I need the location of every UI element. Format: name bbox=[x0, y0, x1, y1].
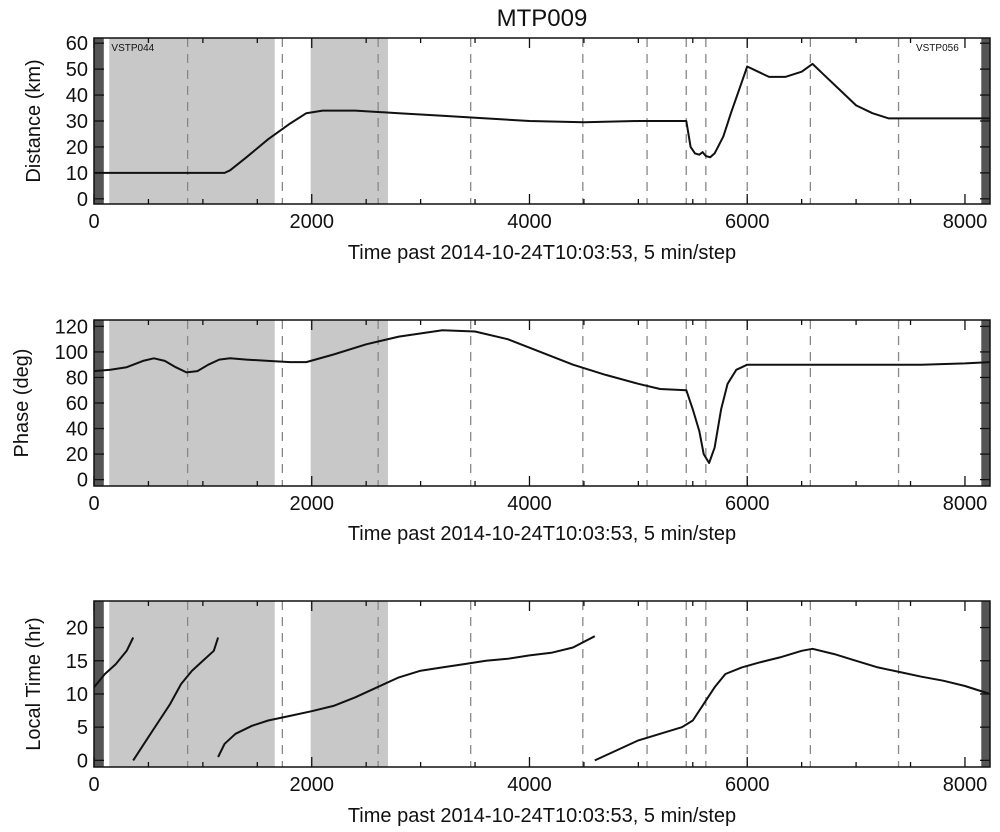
y-tick-label: 10 bbox=[66, 684, 88, 706]
phase-line-0 bbox=[93, 329, 991, 464]
x-tick-label: 8000 bbox=[943, 493, 988, 515]
left-edge-bar bbox=[94, 601, 104, 767]
local-time-y-axis-title: Local Time (hr) bbox=[23, 617, 45, 750]
annotation-0: VSTP044 bbox=[111, 43, 154, 54]
local-time-frame bbox=[93, 600, 991, 768]
x-tick-label: 0 bbox=[88, 211, 99, 233]
y-tick-label: 0 bbox=[77, 470, 88, 492]
y-tick-label: 100 bbox=[55, 342, 88, 364]
local-time-line-3 bbox=[594, 647, 991, 762]
shaded-interval-0 bbox=[109, 601, 275, 767]
x-tick-label: 0 bbox=[88, 774, 99, 796]
local-time-panel: 0 5 10 15 20 0 2000 4000 6000 8000 Time past 2014-… bbox=[23, 600, 991, 827]
y-tick-label: 80 bbox=[66, 367, 88, 389]
local-time-line-1 bbox=[132, 637, 220, 761]
distance-line-0 bbox=[94, 62, 990, 174]
y-tick-label: 60 bbox=[66, 33, 88, 55]
x-tick-label: 2000 bbox=[289, 493, 334, 515]
x-tick-label: 6000 bbox=[725, 493, 770, 515]
y-tick-label: 40 bbox=[66, 85, 88, 107]
local-time-line-2 bbox=[217, 635, 596, 758]
y-tick-label: 15 bbox=[66, 651, 88, 673]
y-tick-label: 0 bbox=[77, 750, 88, 772]
x-tick-label: 8000 bbox=[943, 774, 988, 796]
y-tick-label: 40 bbox=[66, 419, 88, 441]
y-tick-label: 120 bbox=[55, 316, 88, 338]
shaded-interval-1 bbox=[310, 320, 388, 486]
x-tick-label: 4000 bbox=[507, 774, 552, 796]
annotation-1: VSTP056 bbox=[916, 43, 959, 54]
y-tick-label: 30 bbox=[66, 111, 88, 133]
y-tick-label: 20 bbox=[66, 137, 88, 159]
shaded-interval-1 bbox=[310, 601, 388, 767]
x-tick-label: 2000 bbox=[289, 211, 334, 233]
x-tick-label: 6000 bbox=[725, 211, 770, 233]
right-edge-bar bbox=[981, 601, 990, 767]
x-tick-label: 4000 bbox=[507, 493, 552, 515]
y-tick-label: 10 bbox=[66, 163, 88, 185]
shaded-interval-0 bbox=[109, 38, 275, 204]
x-tick-label: 8000 bbox=[943, 211, 988, 233]
local-time-line-0 bbox=[93, 637, 135, 688]
chart-title: MTP009 bbox=[497, 5, 588, 32]
y-tick-label: 20 bbox=[66, 618, 88, 640]
y-tick-label: 50 bbox=[66, 59, 88, 81]
shaded-interval-1 bbox=[310, 38, 388, 204]
y-tick-label: 60 bbox=[66, 393, 88, 415]
y-tick-label: 0 bbox=[77, 189, 88, 211]
x-tick-label: 2000 bbox=[289, 774, 334, 796]
y-tick-label: 20 bbox=[66, 444, 88, 466]
phase-y-axis-title: Phase (deg) bbox=[11, 349, 33, 458]
phase-x-axis-title: Time past 2014-10-24T10:03:53, 5 min/ste… bbox=[348, 523, 736, 545]
x-tick-label: 0 bbox=[88, 493, 99, 515]
distance-panel: 0 10 20 30 40 50 60 0 2000 4000 6000 8000 Time past … bbox=[23, 33, 991, 264]
x-tick-label: 4000 bbox=[507, 211, 552, 233]
x-tick-label: 6000 bbox=[725, 774, 770, 796]
local-time-x-axis-title: Time past 2014-10-24T10:03:53, 5 min/ste… bbox=[348, 805, 736, 827]
phase-panel: 0 20 40 60 80 100 120 0 2000 4000 6000 8000 Time pas… bbox=[11, 316, 991, 545]
distance-y-axis-title: Distance (km) bbox=[23, 59, 45, 182]
y-tick-label: 5 bbox=[77, 717, 88, 739]
distance-x-axis-title: Time past 2014-10-24T10:03:53, 5 min/ste… bbox=[348, 242, 736, 264]
shaded-interval-0 bbox=[109, 320, 275, 486]
